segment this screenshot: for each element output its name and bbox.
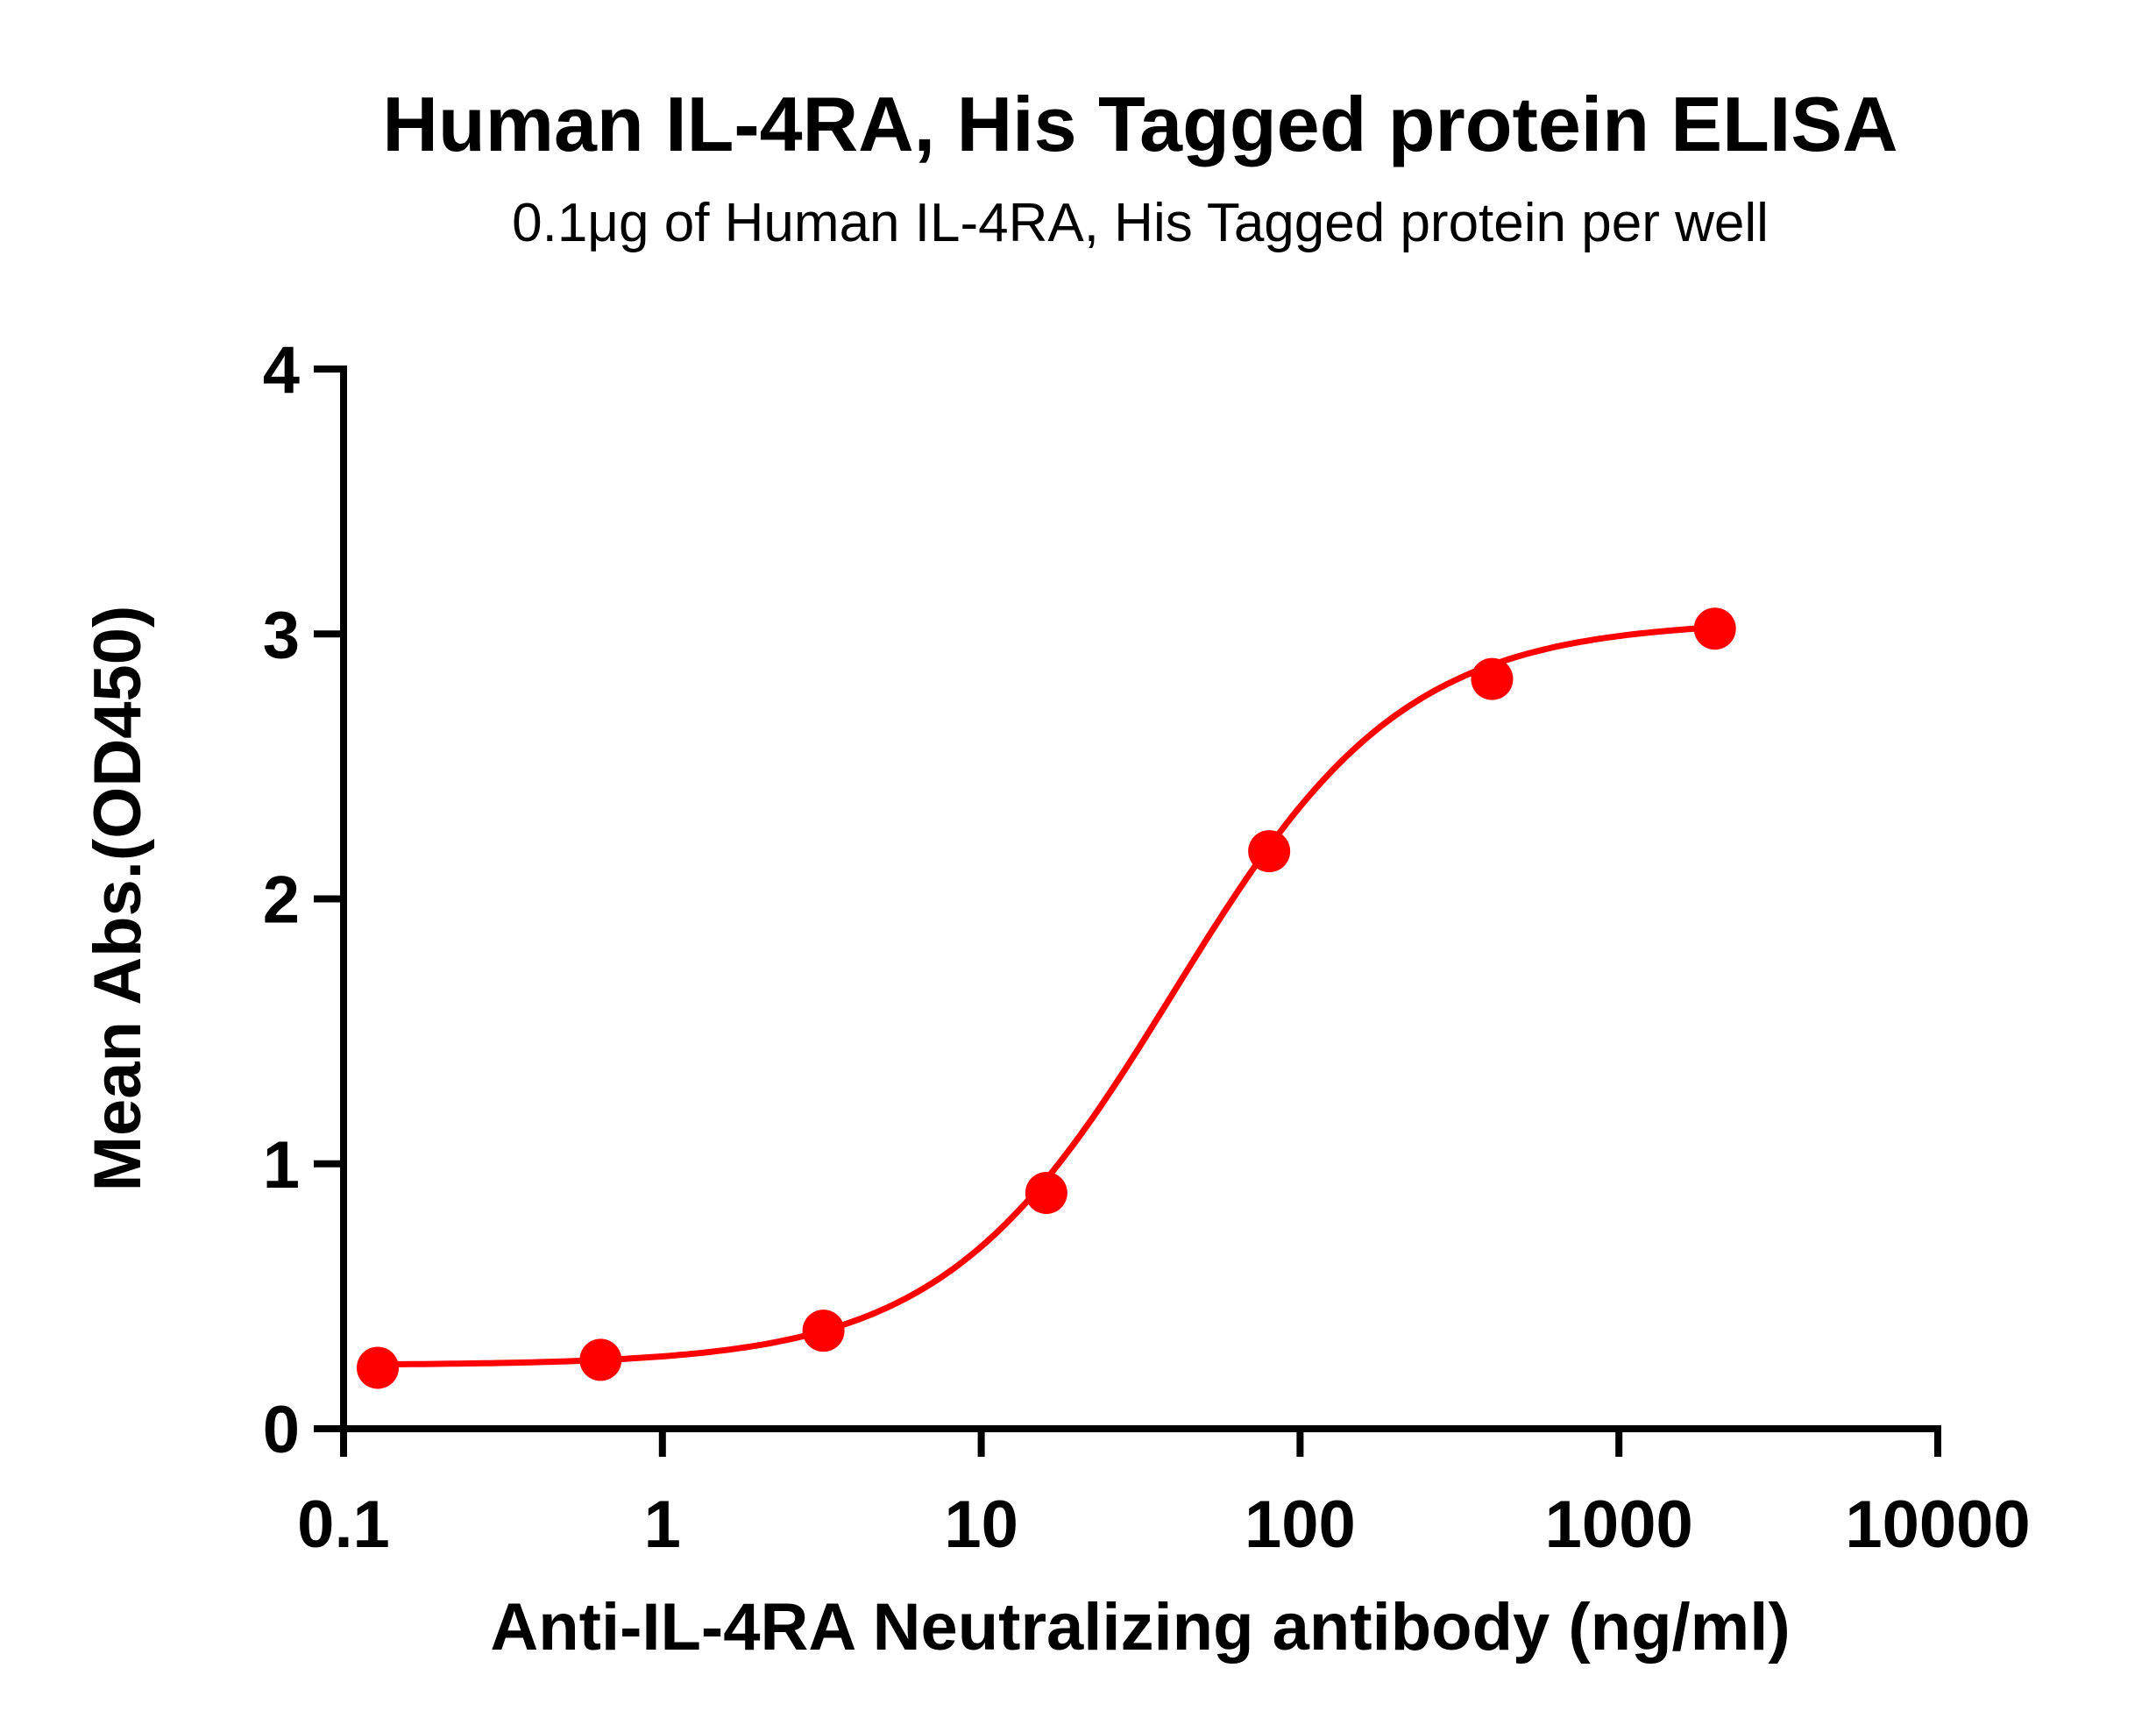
x-tick-label: 100 <box>1245 1487 1356 1562</box>
fit-curve-group <box>377 624 1715 1368</box>
x-tick-label: 10000 <box>1845 1487 2030 1562</box>
axes: 0.1 1 10 100 1000 10000 0 1 2 3 4 <box>263 333 2031 1562</box>
y-tick-label: 4 <box>263 333 300 408</box>
x-tick-label: 0.1 <box>297 1487 390 1562</box>
y-tick-label: 1 <box>263 1128 300 1203</box>
y-tick-label: 0 <box>263 1393 300 1467</box>
data-point <box>1025 1171 1067 1214</box>
data-point <box>357 1346 400 1389</box>
data-point <box>1693 607 1736 650</box>
fit-curve <box>377 624 1715 1368</box>
x-tick-label: 1 <box>644 1487 681 1562</box>
chart-title: Human IL-4RA, His Tagged protein ELISA <box>382 81 1897 167</box>
y-tick-label: 3 <box>263 598 300 672</box>
chart-subtitle: 0.1μg of Human IL-4RA, His Tagged protei… <box>512 193 1769 253</box>
data-point <box>579 1338 622 1381</box>
x-tick-label: 1000 <box>1545 1487 1693 1562</box>
x-axis-label: Anti-IL-4RA Neutralizing antibody (ng/ml… <box>490 1590 1790 1665</box>
y-tick-label: 2 <box>263 863 300 938</box>
data-points <box>357 607 1736 1389</box>
data-point <box>1471 657 1514 700</box>
x-tick-label: 10 <box>944 1487 1018 1562</box>
data-point <box>802 1310 845 1352</box>
data-point <box>1248 830 1291 873</box>
y-axis-label: Mean Abs.(OD450) <box>81 606 155 1192</box>
